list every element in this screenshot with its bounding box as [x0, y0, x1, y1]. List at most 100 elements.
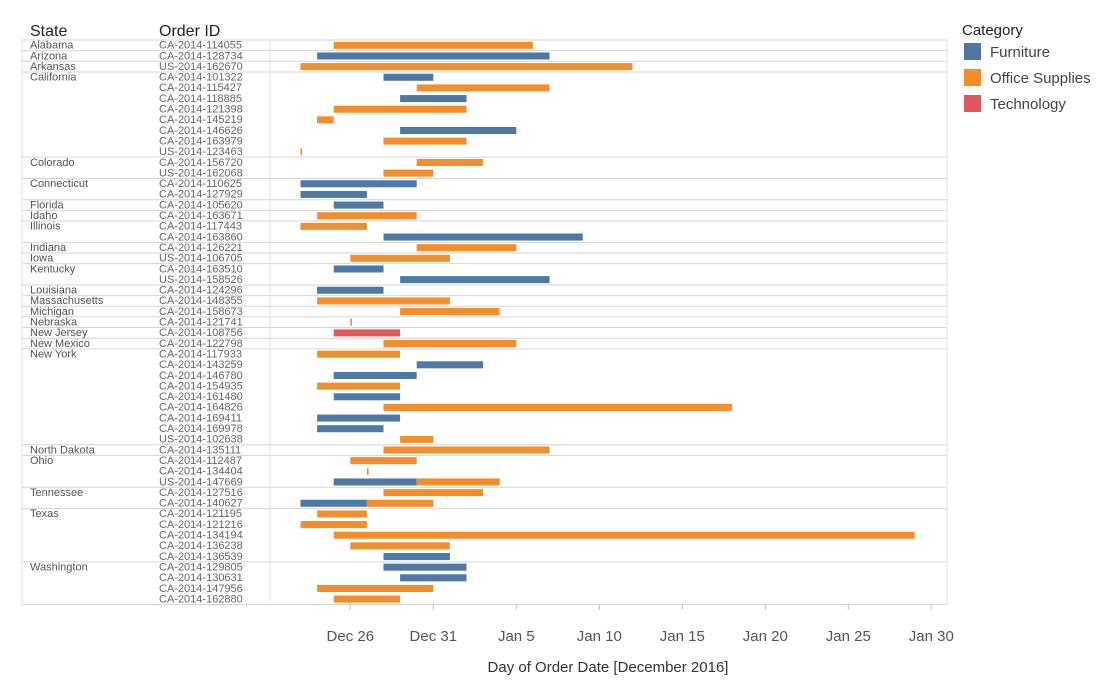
order-bar	[350, 254, 450, 262]
order-id-label: CA-2014-163510	[159, 263, 243, 275]
order-id-label: CA-2014-101322	[159, 72, 243, 84]
x-tick-label: Jan 10	[577, 628, 622, 645]
order-bar	[333, 41, 533, 49]
order-bar	[317, 116, 334, 124]
state-label: Tennessee	[30, 487, 83, 499]
order-id-label: CA-2014-169978	[159, 423, 243, 435]
order-id-label: CA-2014-164826	[159, 402, 243, 414]
order-bar	[366, 499, 434, 507]
x-axis: Dec 26 Dec 31 Jan 5 Jan 10 Jan 15 Jan 20 Jan 2…	[327, 604, 954, 645]
x-tick-label: Jan 30	[909, 628, 954, 645]
order-id-label: CA-2014-121741	[159, 317, 243, 329]
order-bar	[383, 403, 733, 411]
order-bar	[300, 499, 367, 507]
order-bar	[300, 148, 303, 156]
order-id-label: CA-2014-163979	[159, 135, 243, 147]
order-bar	[383, 489, 484, 497]
order-id-label: CA-2014-124296	[159, 285, 243, 297]
order-id-label: US-2014-158526	[159, 274, 243, 286]
state-label: Idaho	[30, 210, 58, 222]
order-bar	[317, 425, 384, 433]
order-bar	[400, 276, 550, 284]
order-id-label: CA-2014-161480	[159, 391, 243, 403]
order-id-label: CA-2014-110625	[159, 178, 242, 190]
order-id-label: US-2014-102638	[159, 434, 243, 446]
order-bar	[317, 297, 450, 305]
state-column-header: State	[30, 23, 67, 40]
order-bar	[383, 169, 434, 177]
order-bar	[416, 84, 550, 92]
legend: Category Furniture Office Supplies Technol…	[962, 22, 1091, 113]
x-tick-label: Dec 31	[410, 628, 458, 645]
order-id-label: CA-2014-135111	[159, 444, 241, 456]
state-label: Florida	[30, 199, 65, 211]
order-id-label: CA-2014-108756	[159, 327, 243, 339]
order-id-label: CA-2014-112487	[159, 455, 242, 467]
legend-swatch	[964, 95, 981, 112]
order-bar	[366, 467, 369, 475]
order-id-label: CA-2014-147956	[159, 583, 243, 595]
order-bar	[317, 382, 401, 390]
order-bar	[400, 435, 434, 443]
order-bar	[300, 222, 367, 230]
order-id-label: US-2014-147669	[159, 476, 243, 488]
order-id-label: CA-2014-115427	[159, 82, 242, 94]
state-label: Nebraska	[30, 317, 78, 329]
order-bar	[383, 73, 434, 81]
order-bar	[317, 350, 401, 358]
order-bar	[383, 563, 467, 571]
order-id-label: CA-2014-134404	[159, 466, 243, 478]
order-bar	[317, 212, 417, 220]
order-bar	[333, 478, 417, 486]
order-bar	[333, 371, 417, 379]
order-id-label: CA-2014-105620	[159, 199, 243, 211]
state-label: Ohio	[30, 455, 53, 467]
order-bar	[300, 190, 367, 198]
x-tick-label: Dec 26	[327, 628, 375, 645]
x-tick-label: Jan 5	[498, 628, 535, 645]
order-id-column-header: Order ID	[159, 23, 220, 40]
state-label: Louisiana	[30, 285, 78, 297]
order-bar	[383, 137, 467, 145]
state-label: Texas	[30, 508, 59, 520]
order-id-label: CA-2014-163860	[159, 231, 243, 243]
order-id-label: CA-2014-114055	[159, 40, 242, 52]
order-id-label: CA-2014-146780	[159, 370, 243, 382]
order-id-label: CA-2014-121398	[159, 104, 243, 116]
order-id-label: CA-2014-127516	[159, 487, 243, 499]
order-bar	[350, 542, 450, 550]
state-label: Colorado	[30, 157, 75, 169]
order-id-label: CA-2014-156720	[159, 157, 243, 169]
order-id-label: CA-2014-134194	[159, 530, 243, 542]
order-id-label: CA-2014-143259	[159, 359, 243, 371]
order-id-label: CA-2014-118885	[159, 93, 242, 105]
order-id-label: CA-2014-158673	[159, 306, 243, 318]
order-id-label: CA-2014-145219	[159, 114, 243, 126]
state-label: Indiana	[30, 242, 67, 254]
order-bar	[383, 340, 517, 348]
state-label: Arizona	[30, 50, 68, 62]
state-label: Michigan	[30, 306, 74, 318]
legend-title: Category	[962, 22, 1023, 39]
order-bar	[416, 158, 484, 166]
order-id-label: CA-2014-140627	[159, 498, 243, 510]
state-label: Iowa	[30, 253, 54, 265]
legend-label: Furniture	[990, 44, 1050, 61]
order-bar	[333, 201, 384, 209]
order-bar	[333, 105, 467, 113]
state-label: California	[30, 72, 77, 84]
order-bar	[350, 318, 352, 326]
order-bar	[383, 446, 550, 454]
x-tick-label: Jan 20	[743, 628, 788, 645]
legend-swatch	[964, 43, 981, 60]
x-axis-title: Day of Order Date [December 2016]	[488, 659, 729, 676]
order-bar	[416, 244, 517, 252]
state-label: Washington	[30, 561, 88, 573]
order-id-label: CA-2014-136238	[159, 540, 243, 552]
order-bar	[300, 180, 417, 188]
state-label: Massachusetts	[30, 295, 104, 307]
order-bar	[317, 52, 550, 60]
order-bar	[317, 584, 434, 592]
x-tick-label: Jan 15	[660, 628, 705, 645]
